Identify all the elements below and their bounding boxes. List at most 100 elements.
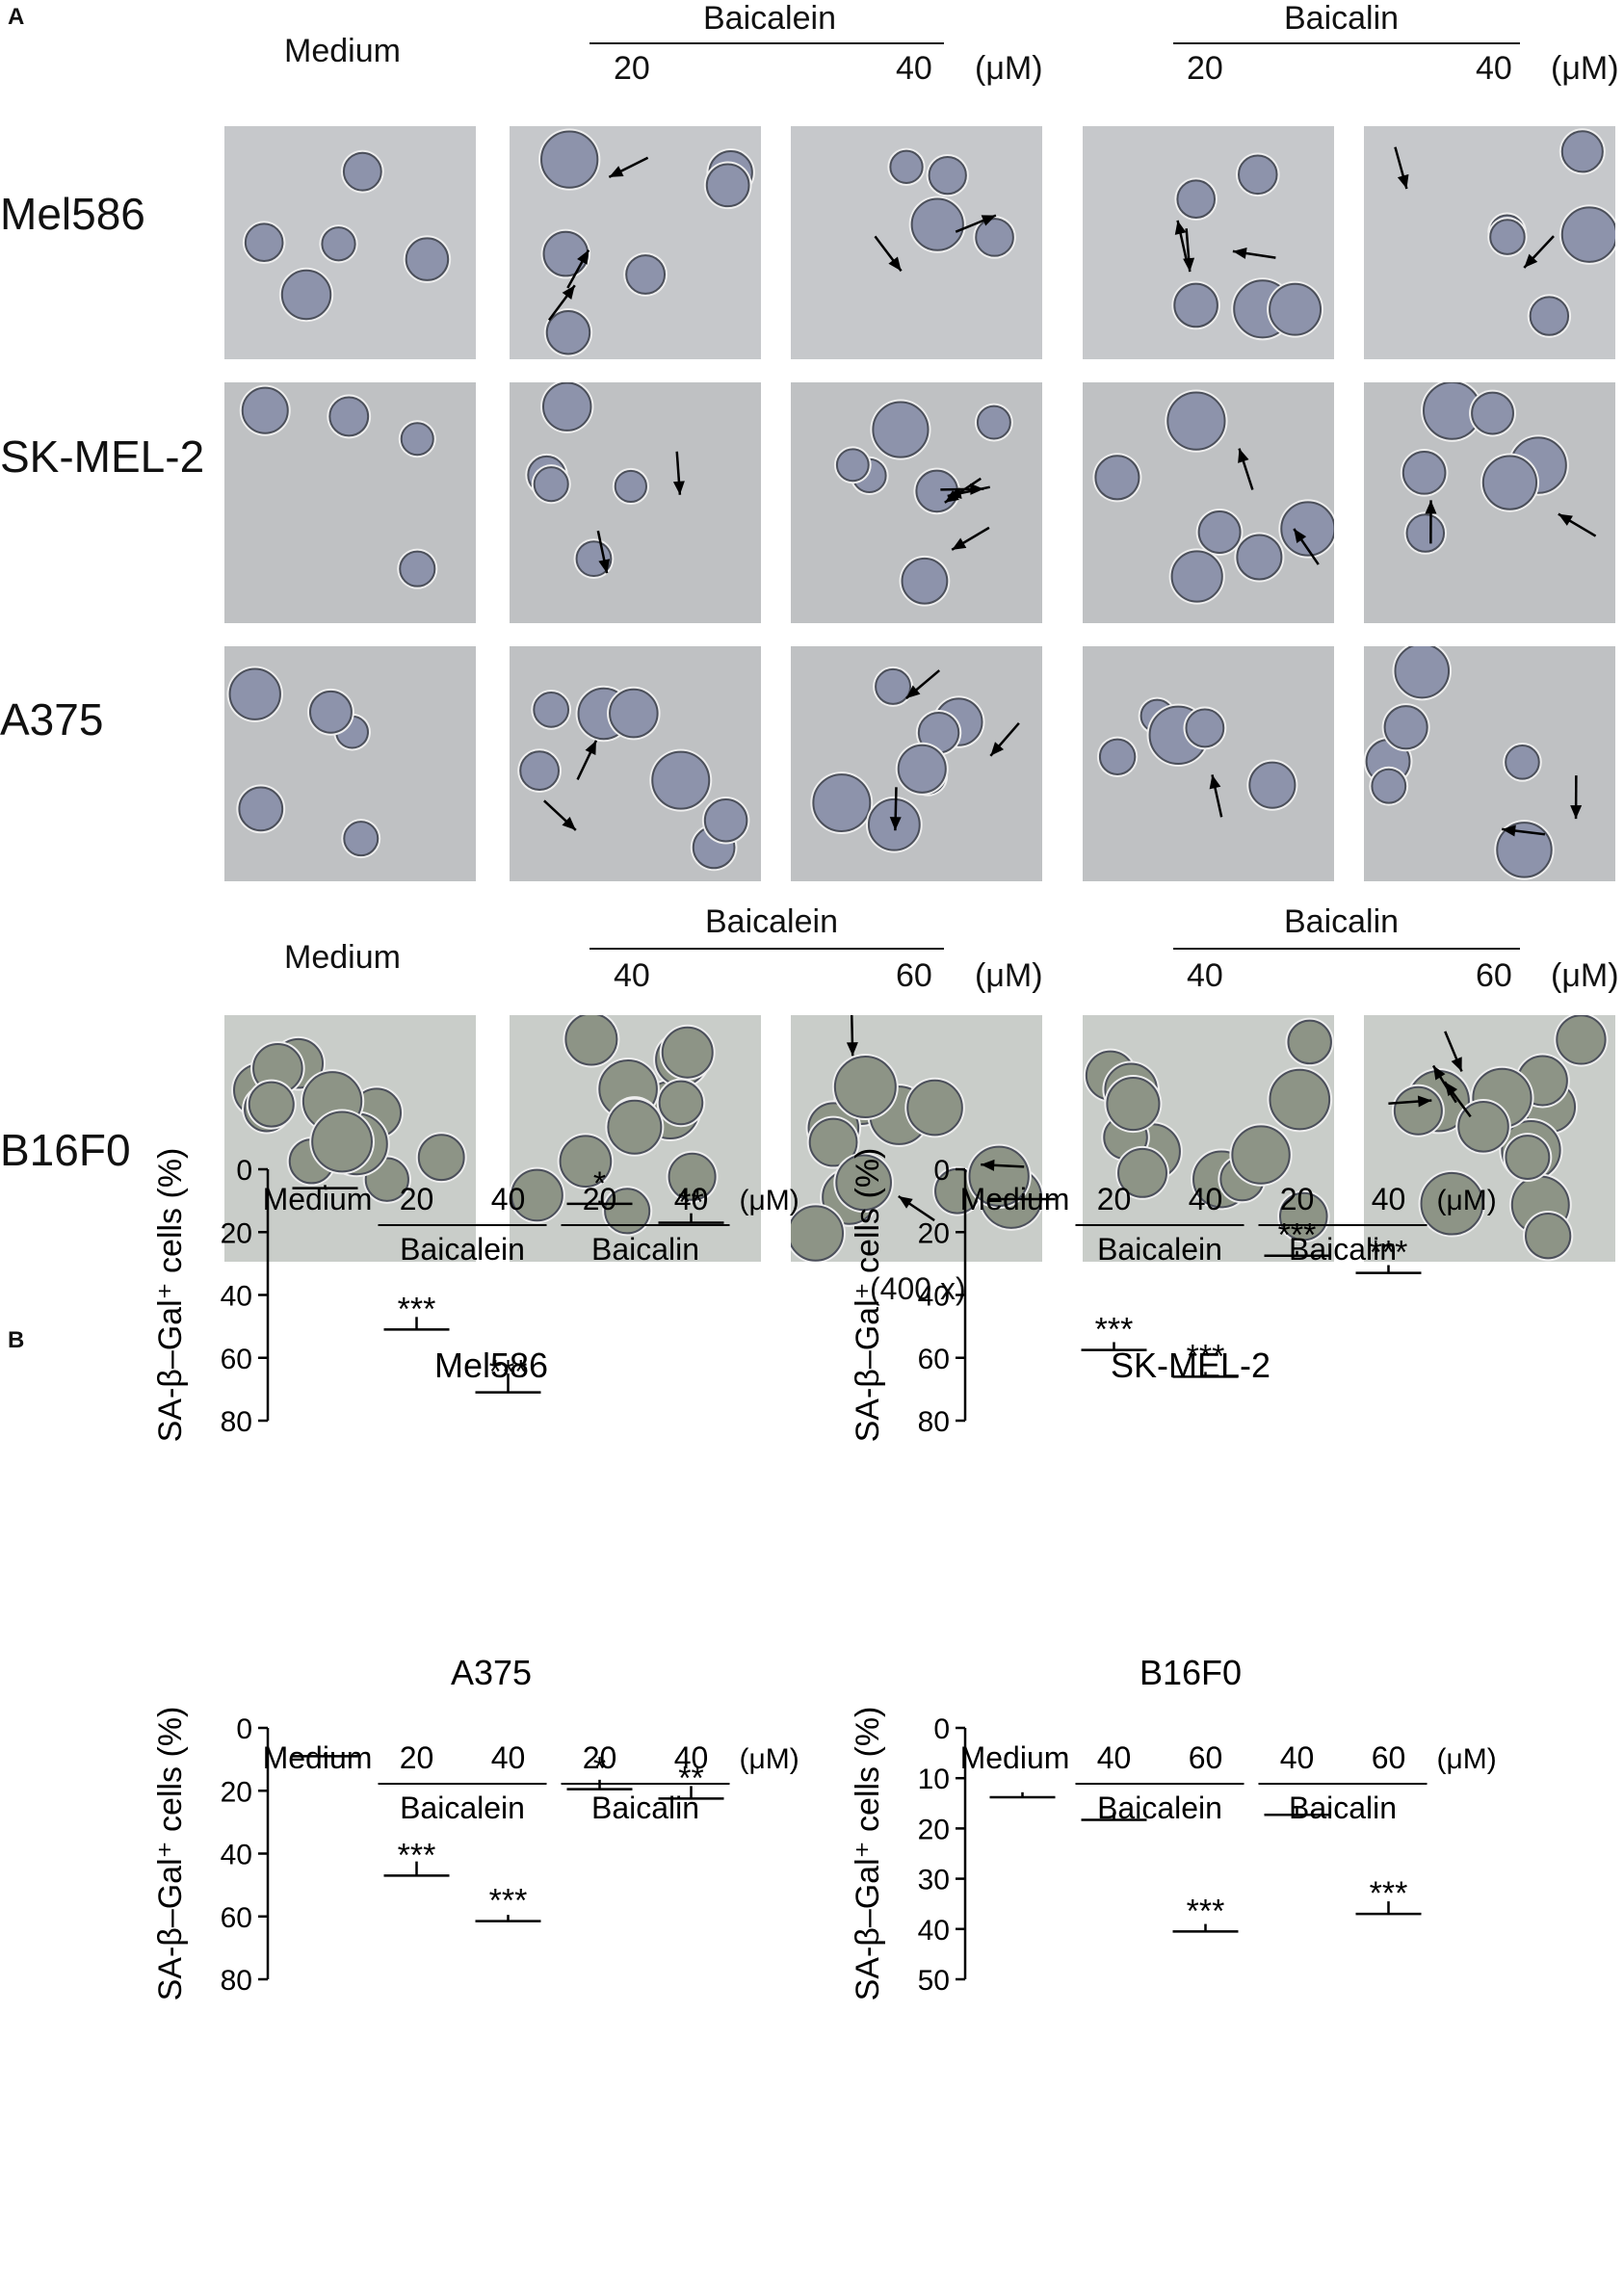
cell-shape (1529, 296, 1570, 336)
arrow-head-icon (672, 481, 685, 495)
arrow-head-icon (981, 215, 996, 226)
cell-shape (238, 786, 284, 832)
arrow-head-icon (562, 285, 575, 301)
significance-label: *** (398, 1837, 436, 1873)
cell-shape (321, 226, 356, 262)
y-tick-label: 0 (933, 1713, 950, 1745)
x-tick-label: 20 (400, 1740, 434, 1775)
header-baicalein-line (589, 948, 944, 950)
header-dose: 40 (896, 50, 932, 87)
x-tick-label: 60 (1189, 1740, 1223, 1775)
cell-shape (889, 149, 924, 184)
header-baicalein-line (589, 42, 944, 44)
micrograph-tile (1364, 382, 1615, 623)
x-tick-label: Medium (960, 1182, 1070, 1216)
x-tick-label: 40 (1189, 1182, 1223, 1216)
significance-label: *** (489, 1354, 528, 1391)
cell-shape (280, 269, 332, 321)
x-tick-label: 20 (1097, 1182, 1132, 1216)
y-tick-label: 20 (918, 1217, 950, 1249)
micrograph-tile (791, 646, 1042, 881)
cell-shape (658, 1080, 704, 1126)
significance-label: *** (489, 1883, 528, 1920)
y-tick-label: 10 (918, 1764, 950, 1795)
arrow-head-icon (1232, 248, 1247, 259)
cell-shape (1560, 130, 1604, 173)
cell-shape (1170, 550, 1223, 603)
y-axis-label: SA-β–Gal⁺ cells (%) (152, 1707, 189, 2001)
cell-shape (308, 690, 353, 734)
arrow-head-icon (1524, 253, 1538, 268)
cell-shape (901, 557, 949, 605)
cell-shape (661, 1026, 714, 1079)
cell-shape (1176, 179, 1217, 220)
cell-shape (1173, 282, 1218, 328)
cell-shape (1117, 1147, 1167, 1198)
cell-shape (1496, 822, 1553, 878)
y-tick-label: 60 (221, 1902, 252, 1934)
group-label: Baicalein (1097, 1232, 1222, 1267)
cell-shape (1556, 1015, 1607, 1065)
micrograph-tile (1364, 1015, 1615, 1262)
cell-shape (833, 1056, 897, 1119)
header-baicalein: Baicalein (705, 903, 838, 940)
group-label: Baicalein (1097, 1790, 1222, 1825)
arrow-head-icon (1417, 1095, 1432, 1108)
cell-shape (244, 222, 284, 263)
cell-shape (343, 821, 380, 857)
magnification-label: (400 x) (870, 1271, 966, 1306)
x-unit-label: (μM) (1437, 1743, 1497, 1775)
y-tick-label: 0 (236, 1713, 252, 1745)
header-baicalein: Baicalein (703, 0, 836, 37)
x-tick-label: 40 (491, 1740, 526, 1775)
cell-shape (541, 382, 592, 431)
cell-shape (1560, 206, 1615, 263)
micrograph-tile (510, 126, 761, 359)
micrograph-tile (791, 382, 1042, 623)
cell-shape (511, 1168, 563, 1222)
cell-shape (791, 1205, 845, 1262)
cell-shape (928, 155, 967, 196)
cell-shape (1098, 738, 1137, 775)
y-axis-label: SA-β–Gal⁺ cells (%) (850, 1148, 886, 1443)
y-tick-label: 80 (221, 1965, 252, 1997)
micrograph-tile (1364, 126, 1615, 359)
arrow-head-icon (981, 1159, 995, 1171)
y-tick-label: 0 (933, 1155, 950, 1187)
panel-letter-b: B (8, 1327, 25, 1353)
header-dose: 40 (614, 957, 650, 994)
arrow-head-icon (952, 537, 967, 550)
cell-shape (875, 667, 912, 705)
significance-label: *** (398, 1291, 436, 1327)
group-label: Baicalin (1289, 1232, 1397, 1267)
cell-shape (417, 1134, 465, 1182)
y-tick-label: 30 (918, 1865, 950, 1896)
significance-label: * (593, 1751, 606, 1788)
chart-title: B16F0 (1139, 1653, 1242, 1692)
cell-shape (1237, 154, 1278, 196)
arrow-head-icon (609, 166, 624, 177)
y-tick-label: 20 (221, 1217, 252, 1249)
cell-shape (1231, 1125, 1291, 1185)
cell-shape (228, 667, 281, 720)
cell-shape (604, 1188, 651, 1235)
x-tick-label: 40 (1372, 1182, 1406, 1216)
cell-shape (703, 797, 748, 843)
cell-shape (835, 1154, 892, 1212)
x-tick-label: 40 (674, 1740, 709, 1775)
cell-shape (609, 688, 659, 739)
x-tick-label: 60 (1372, 1740, 1406, 1775)
micrograph-tile (791, 126, 1042, 359)
cell-shape (1106, 1076, 1161, 1132)
y-tick-label: 20 (918, 1814, 950, 1845)
y-tick-label: 0 (236, 1155, 252, 1187)
group-label: Baicalin (591, 1232, 699, 1267)
arrow-head-icon (888, 256, 902, 272)
header-dose: 40 (1476, 50, 1512, 87)
y-axis-label: SA-β–Gal⁺ cells (%) (850, 1707, 886, 2001)
significance-label: *** (1187, 1893, 1225, 1929)
cell-shape (1248, 761, 1297, 809)
cell-shape (1401, 450, 1447, 495)
micrograph-tile (1083, 382, 1334, 623)
cell-shape (1278, 1191, 1328, 1242)
